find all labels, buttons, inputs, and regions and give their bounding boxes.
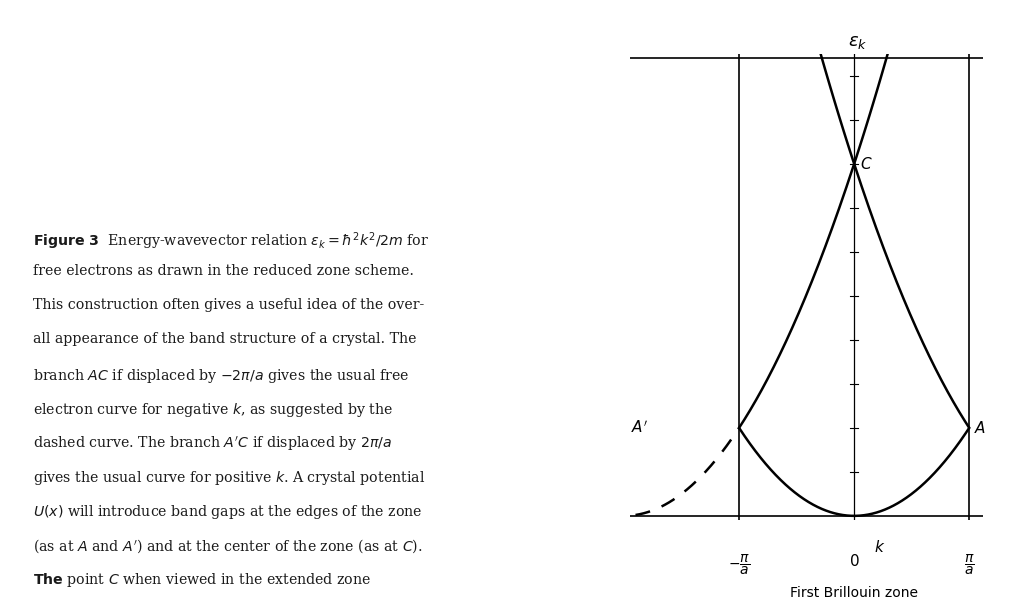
Text: $\dfrac{\pi}{a}$: $\dfrac{\pi}{a}$ (964, 553, 975, 577)
Text: $A'$: $A'$ (631, 420, 648, 436)
Text: branch $AC$ if displaced by $-2\pi/a$ gives the usual free: branch $AC$ if displaced by $-2\pi/a$ gi… (33, 367, 410, 385)
Text: $A$: $A$ (974, 420, 986, 436)
Text: This construction often gives a useful idea of the over-: This construction often gives a useful i… (33, 298, 424, 312)
Text: gives the usual curve for positive $k$. A crystal potential: gives the usual curve for positive $k$. … (33, 469, 425, 487)
Text: (as at $A$ and $A'$) and at the center of the zone (as at $C$).: (as at $A$ and $A'$) and at the center o… (33, 537, 423, 555)
Text: $k$: $k$ (873, 539, 885, 555)
Text: dashed curve. The branch $A'C$ if displaced by $2\pi/a$: dashed curve. The branch $A'C$ if displa… (33, 435, 392, 453)
Text: $U(x)$ will introduce band gaps at the edges of the zone: $U(x)$ will introduce band gaps at the e… (33, 503, 423, 521)
Text: all appearance of the band structure of a crystal. The: all appearance of the band structure of … (33, 332, 417, 346)
Text: $\epsilon_k$: $\epsilon_k$ (848, 33, 867, 51)
Text: First Brillouin zone: First Brillouin zone (791, 586, 919, 598)
Text: $\mathbf{The}$ point $C$ when viewed in the extended zone: $\mathbf{The}$ point $C$ when viewed in … (33, 571, 372, 589)
Text: $\mathbf{Figure\ 3}$  Energy-wavevector relation $\epsilon_k = \hbar^2k^2/2m$ fo: $\mathbf{Figure\ 3}$ Energy-wavevector r… (33, 230, 429, 252)
Text: $-\dfrac{\pi}{a}$: $-\dfrac{\pi}{a}$ (728, 553, 751, 577)
Text: $0$: $0$ (849, 553, 859, 569)
Text: free electrons as drawn in the reduced zone scheme.: free electrons as drawn in the reduced z… (33, 264, 414, 278)
Text: $C$: $C$ (860, 156, 872, 172)
Text: electron curve for negative $k$, as suggested by the: electron curve for negative $k$, as sugg… (33, 401, 393, 419)
